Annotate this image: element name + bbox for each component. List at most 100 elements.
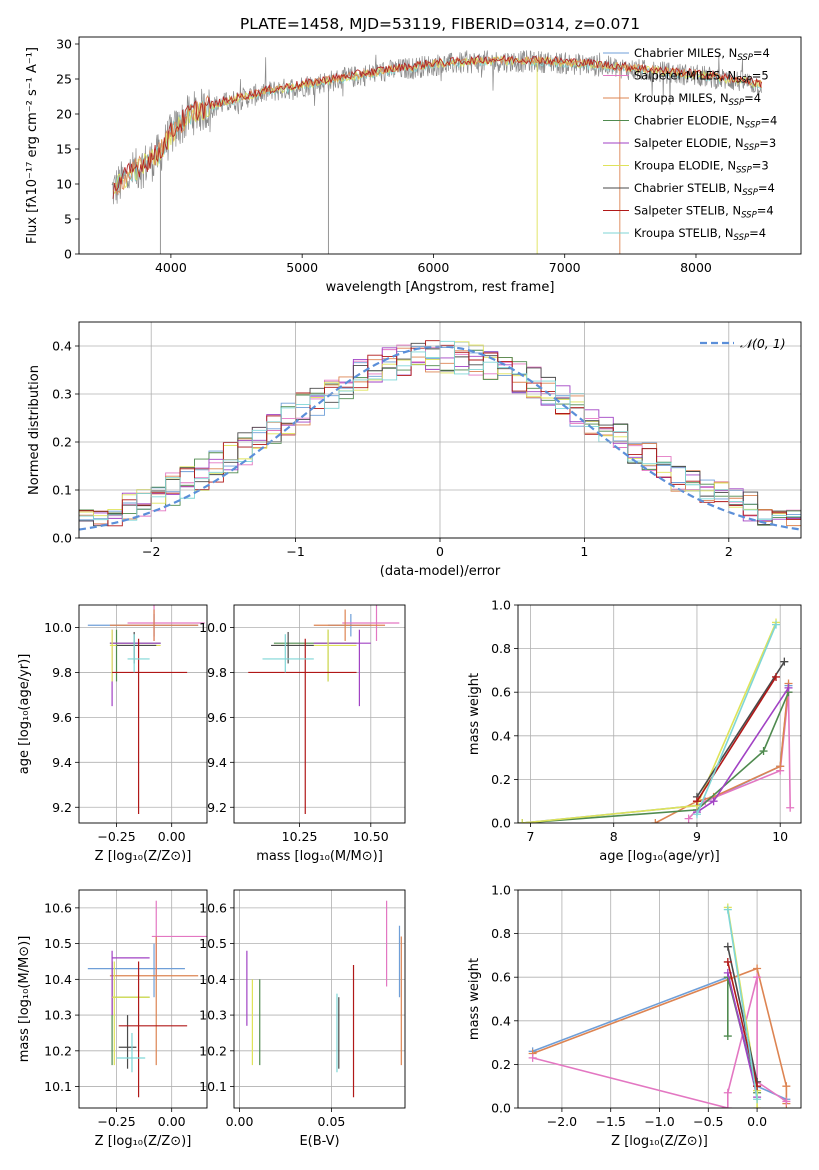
age_vs_Z-axes: −0.25 0.00 9.2 9.4 9.6 9.8 10.0 Z [log₁₀(Z/Z⊙)]… (17, 605, 207, 864)
x-axis-label: Z [log₁₀(Z/Z⊙)] (95, 849, 192, 864)
weight_vs_age-frame (517, 604, 802, 824)
chart-title: PLATE=1458, MJD=53119, FIBERID=0314, z=0… (240, 15, 640, 33)
y-axis-label: mass [log₁₀(M/M⊙)] (17, 936, 32, 1063)
model-spectrum-kroupa-miles (112, 55, 763, 195)
residual-legend: 𝒩(0, 1) (700, 336, 786, 351)
legend-label-suffix: =4 (758, 181, 775, 195)
y-tick-label: 30 (56, 37, 72, 52)
errorbar-kroupa-stelib (116, 1032, 146, 1073)
x-axis-label: (data-model)/error (380, 564, 501, 579)
x-tick-label: 0.00 (158, 829, 186, 844)
mass_vs_ebv-frame (233, 889, 406, 1109)
y-tick-label: 10.2 (199, 1043, 227, 1058)
age_vs_Z-frame (78, 604, 208, 824)
x-tick-label: −2.0 (547, 1114, 577, 1129)
age_vs_mass-axes: 10.25 10.50 9.2 9.4 9.6 9.8 10.0 mass [log₁₀(M/… (199, 605, 405, 864)
y-axis-label: Flux [fλ10⁻¹⁷ erg cm⁻² s⁻¹ A⁻¹] (25, 47, 40, 244)
errorbar-salpeter-miles (127, 605, 205, 641)
x-axis-label: age [log₁₀(age/yr)] (599, 849, 720, 864)
mass_vs_Z-axes: −0.25 0.00 10.1 10.2 10.3 10.4 10.5 10.6 Z [log₁… (17, 890, 207, 1149)
weight-marker (723, 905, 732, 914)
legend-label-text: Chabrier STELIB, N (634, 181, 742, 195)
weight-line-chabrier-stelib (727, 946, 758, 1082)
legend-label: Kroupa ELODIE, NSSP=3 (634, 159, 769, 176)
y-tick-label: 0.8 (491, 926, 511, 941)
x-tick-label: −0.25 (97, 1114, 135, 1129)
mass_vs_Z-errorbars (87, 900, 207, 1098)
legend-label: 𝒩(0, 1) (740, 336, 786, 351)
y-tick-label: 9.2 (52, 800, 72, 815)
y-tick-label: 10.0 (44, 620, 72, 635)
legend-label: Kroupa MILES, NSSP=4 (634, 91, 761, 108)
legend-label-suffix: =4 (753, 46, 770, 60)
legend-label-text: Kroupa ELODIE, N (634, 159, 736, 173)
y-tick-label: 10.1 (44, 1079, 72, 1094)
errorbar-kroupa-elodie (273, 629, 357, 682)
legend-label-sub: SSP (736, 76, 752, 86)
legend-label-text: Chabrier ELODIE, N (634, 114, 745, 128)
y-tick-label: 10.5 (44, 936, 72, 951)
legend-label: Chabrier ELODIE, NSSP=4 (634, 114, 777, 131)
legend-label-sub: SSP (745, 121, 761, 131)
legend-label-text: Salpeter ELODIE, N (634, 136, 744, 150)
x-axis-label: Z [log₁₀(Z/Z⊙)] (611, 1134, 708, 1149)
legend-label-sub: SSP (734, 233, 750, 243)
y-tick-label: 10.2 (44, 1043, 72, 1058)
weight-line-salpeter-stelib (696, 676, 777, 802)
legend-label-text: Salpeter STELIB, N (634, 204, 741, 218)
y-tick-label: 10.4 (199, 972, 227, 987)
errorbar-chabrier-stelib (271, 631, 314, 664)
legend-label-sub: SSP (741, 211, 757, 221)
mass_vs_Z-frame (78, 889, 208, 1109)
errorbar-salpeter-elodie (109, 629, 161, 707)
x-tick-label: 8000 (680, 260, 712, 275)
x-tick-label: 0.00 (226, 1114, 254, 1129)
weight-marker (723, 1104, 732, 1108)
x-tick-label: 7 (527, 829, 535, 844)
x-tick-label: 10.25 (282, 829, 318, 844)
errorbar-salpeter-stelib (248, 638, 357, 815)
weight-marker (772, 672, 781, 681)
x-tick-label: −2 (142, 544, 160, 559)
errorbar-kroupa-miles (109, 936, 199, 1066)
legend-label-suffix: =4 (744, 91, 761, 105)
x-tick-label: −0.5 (693, 1114, 723, 1129)
y-tick-label: 0.2 (491, 772, 511, 787)
x-tick-label: 6000 (418, 260, 450, 275)
legend-label-suffix: =4 (749, 226, 766, 240)
y-tick-label: 25 (56, 72, 72, 87)
legend-label-sub: SSP (744, 143, 760, 153)
errorbar-salpeter-elodie (111, 950, 150, 1016)
y-tick-label: 0.6 (491, 970, 511, 985)
y-tick-label: 10.6 (44, 900, 72, 915)
weight-marker (709, 797, 718, 806)
weight-marker (723, 1032, 732, 1041)
y-axis-label: age [log₁₀(age/yr)] (17, 654, 32, 775)
legend-label: Salpeter MILES, NSSP=5 (634, 69, 769, 86)
y-tick-label: 9.6 (207, 710, 227, 725)
y-tick-label: 9.8 (207, 665, 227, 680)
weight-marker (692, 810, 701, 819)
x-tick-label: −1 (286, 544, 304, 559)
y-tick-label: 9.4 (207, 755, 227, 770)
y-tick-label: 20 (56, 107, 72, 122)
y-axis-label: Normed distribution (27, 365, 42, 495)
errorbar-chabrier-stelib (118, 1015, 137, 1069)
errorbar-chabrier-elodie (109, 629, 161, 682)
x-tick-label: −1.0 (644, 1114, 674, 1129)
y-tick-label: 0 (64, 247, 72, 262)
errorbar-kroupa-miles (109, 609, 199, 641)
spectrum-lines (111, 50, 763, 254)
x-tick-label: 9 (693, 829, 701, 844)
legend-label: Salpeter ELODIE, NSSP=3 (634, 136, 776, 153)
x-axis-label: Z [log₁₀(Z/Z⊙)] (95, 1134, 192, 1149)
weight-marker (723, 957, 732, 966)
spectrum-axes: 4000 5000 6000 7000 8000 0 5 10 15 20 25 30 waveleng… (25, 15, 712, 295)
weight-marker (518, 819, 527, 823)
residuals-axes: −2 −1 0 1 2 0.0 0.1 0.2 0.3 0.4 (data-model)/error… (27, 322, 801, 579)
x-tick-label: −0.25 (97, 829, 135, 844)
weight-marker (759, 747, 768, 756)
legend-label-text: Salpeter MILES, N (634, 69, 736, 83)
